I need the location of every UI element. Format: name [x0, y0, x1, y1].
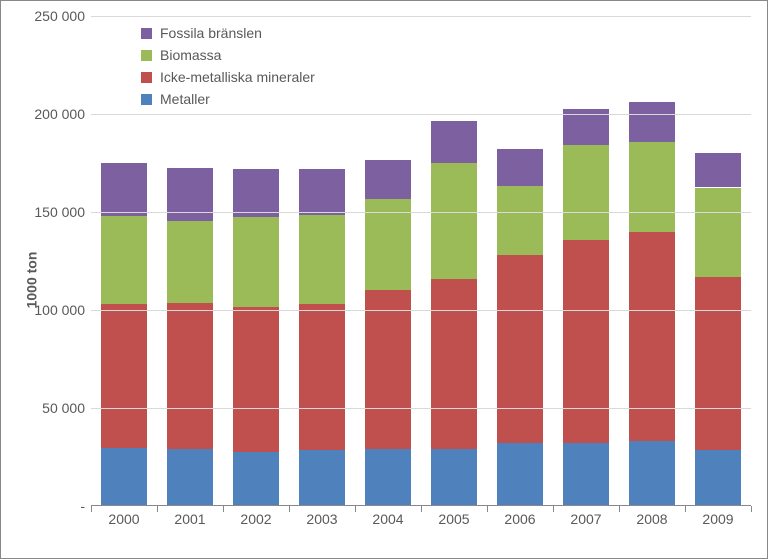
bar-segment-metaller	[431, 449, 477, 505]
bar-segment-icke_met	[167, 303, 213, 449]
x-tick-label: 2005	[424, 511, 484, 527]
legend-swatch	[141, 50, 152, 61]
bar-segment-metaller	[167, 449, 213, 505]
bar-segment-biomassa	[233, 217, 279, 307]
y-tick-label: 150 000	[15, 204, 85, 220]
bar-segment-metaller	[629, 441, 675, 505]
legend-label: Biomassa	[160, 47, 221, 63]
bar-segment-icke_met	[365, 290, 411, 449]
y-tick-label: 50 000	[15, 400, 85, 416]
legend-label: Fossila bränslen	[160, 25, 262, 41]
x-tick-label: 2009	[688, 511, 748, 527]
y-tick-label: -	[15, 498, 85, 514]
bar-segment-icke_met	[497, 255, 543, 443]
legend-swatch	[141, 28, 152, 39]
x-tick-mark	[91, 506, 92, 512]
x-tick-mark	[289, 506, 290, 512]
y-axis-title: 1000 ton	[23, 251, 39, 308]
bar-segment-fossila	[299, 169, 345, 215]
bar-segment-biomassa	[563, 145, 609, 240]
legend-label: Metaller	[160, 91, 210, 107]
x-tick-mark	[421, 506, 422, 512]
bar-segment-icke_met	[629, 232, 675, 442]
bar-segment-biomassa	[497, 186, 543, 256]
bar-segment-biomassa	[695, 188, 741, 277]
legend: Fossila bränslen Biomassa Icke-metalliska …	[141, 25, 315, 113]
legend-item: Fossila bränslen	[141, 25, 315, 41]
x-tick-mark	[751, 506, 752, 512]
legend-label: Icke-metalliska mineraler	[160, 69, 315, 85]
bar-segment-metaller	[695, 450, 741, 505]
gridline	[91, 408, 751, 409]
y-tick-label: 200 000	[15, 106, 85, 122]
x-tick-label: 2001	[160, 511, 220, 527]
bar-segment-metaller	[497, 443, 543, 505]
bar-segment-metaller	[233, 452, 279, 505]
y-tick-label: 250 000	[15, 8, 85, 24]
legend-swatch	[141, 94, 152, 105]
gridline	[91, 212, 751, 213]
bar-segment-biomassa	[629, 142, 675, 231]
x-tick-mark	[553, 506, 554, 512]
x-tick-mark	[157, 506, 158, 512]
bar-segment-fossila	[629, 102, 675, 142]
bar-segment-fossila	[233, 169, 279, 217]
x-tick-label: 2008	[622, 511, 682, 527]
x-tick-mark	[487, 506, 488, 512]
x-tick-label: 2002	[226, 511, 286, 527]
x-tick-mark	[355, 506, 356, 512]
gridline	[91, 310, 751, 311]
legend-swatch	[141, 72, 152, 83]
legend-item: Biomassa	[141, 47, 315, 63]
x-tick-label: 2003	[292, 511, 352, 527]
bar-segment-metaller	[299, 450, 345, 505]
bar-segment-icke_met	[233, 307, 279, 452]
x-tick-mark	[223, 506, 224, 512]
x-tick-label: 2004	[358, 511, 418, 527]
y-tick-label: 100 000	[15, 302, 85, 318]
bar-segment-icke_met	[299, 304, 345, 450]
gridline	[91, 16, 751, 17]
bar-segment-icke_met	[695, 277, 741, 450]
bar-segment-biomassa	[101, 216, 147, 304]
bar-segment-icke_met	[101, 304, 147, 448]
bar-segment-fossila	[497, 149, 543, 185]
bar-segment-fossila	[695, 153, 741, 187]
bar-segment-icke_met	[431, 279, 477, 450]
x-tick-label: 2000	[94, 511, 154, 527]
bar-segment-fossila	[365, 160, 411, 199]
bar-segment-fossila	[431, 121, 477, 163]
x-tick-label: 2006	[490, 511, 550, 527]
chart-container: 1000 ton Fossila bränslen Biomassa Icke-me…	[0, 0, 768, 559]
bar-segment-biomassa	[299, 215, 345, 304]
x-tick-label: 2007	[556, 511, 616, 527]
bar-segment-biomassa	[167, 221, 213, 303]
x-tick-mark	[619, 506, 620, 512]
legend-item: Metaller	[141, 91, 315, 107]
x-tick-mark	[685, 506, 686, 512]
bar-segment-metaller	[365, 449, 411, 505]
gridline	[91, 114, 751, 115]
bar-segment-biomassa	[431, 163, 477, 279]
bar-segment-metaller	[563, 443, 609, 505]
bar-segment-icke_met	[563, 240, 609, 443]
bar-segment-fossila	[101, 163, 147, 216]
bar-segment-metaller	[101, 448, 147, 505]
legend-item: Icke-metalliska mineraler	[141, 69, 315, 85]
